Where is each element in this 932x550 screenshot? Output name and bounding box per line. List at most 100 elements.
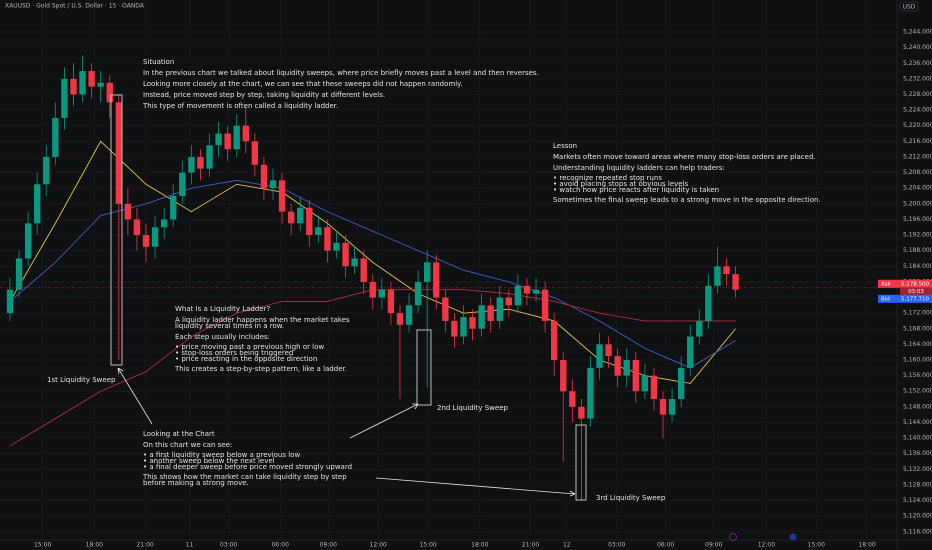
y-tick-label: 5,224.000 — [903, 107, 932, 114]
arrow-head — [117, 367, 124, 375]
candle-body — [106, 82, 113, 103]
y-tick-label: 5,128.000 — [903, 481, 932, 488]
candle-body — [614, 356, 621, 376]
candle-body — [260, 164, 268, 189]
candle-body — [623, 360, 630, 376]
x-tick-label: 21:00 — [136, 542, 153, 549]
x-tick-label: 11 — [186, 542, 194, 549]
annotation-text: • watch how price reacts after liquidity… — [553, 186, 719, 194]
y-tick-label: 5,236.000 — [903, 60, 932, 67]
y-tick-label: 5,232.000 — [903, 75, 932, 82]
grid — [0, 0, 897, 540]
candle-body — [396, 313, 404, 325]
x-tick-label: 18:00 — [86, 542, 103, 549]
candles — [6, 55, 739, 501]
price-tag — [878, 279, 932, 288]
candle-body — [70, 78, 77, 95]
y-tick-label: 5,188.000 — [903, 247, 932, 254]
annotation-text: On this chart we can see: — [143, 441, 232, 449]
annotation-text: Looking more closely at the chart, we ca… — [143, 80, 463, 88]
candle-body — [569, 391, 576, 407]
candle-body — [160, 219, 168, 228]
candle-body — [179, 172, 186, 197]
candle-body — [115, 102, 122, 204]
annotations: Situation In the previous chart we talke… — [47, 58, 821, 502]
event-icon[interactable] — [789, 533, 797, 541]
candle-body — [206, 145, 213, 169]
candle-body — [378, 289, 386, 298]
annotation-text: Sometimes the final sweep leads to a str… — [553, 196, 821, 204]
candle-body — [170, 196, 177, 220]
annotation-text: Instead, price moved step by step, takin… — [143, 91, 385, 99]
candle-body — [696, 320, 703, 337]
price-tag — [878, 294, 932, 303]
annotation-text: This type of movement is often called a … — [142, 102, 338, 110]
x-tick-label: 03:00 — [220, 542, 237, 549]
y-tick-label: 5,196.000 — [903, 216, 932, 223]
candle-body — [641, 375, 649, 392]
candle-body — [578, 406, 585, 419]
annotation-text: Markets often move toward areas where ma… — [553, 153, 816, 161]
annotation-text: • a first liquidity sweep below a previo… — [143, 451, 300, 459]
y-tick-label: 5,200.000 — [903, 200, 932, 207]
candle-body — [405, 305, 413, 325]
candle-body — [668, 399, 676, 415]
candle-body — [278, 180, 286, 212]
candle-body — [650, 375, 658, 400]
candle-body — [714, 266, 721, 286]
price-tag-label: 5,178.500 — [901, 281, 929, 287]
candle-body — [242, 125, 249, 142]
y-tick-label: 5,192.000 — [903, 232, 932, 239]
sweep-box — [110, 94, 123, 366]
candle-body — [587, 367, 594, 419]
x-tick-label: 18:00 — [858, 542, 875, 549]
candle-body — [324, 227, 331, 251]
candle-body — [632, 360, 639, 392]
candle-body — [487, 305, 494, 321]
candle-body — [269, 180, 277, 189]
y-tick-label: 5,160.000 — [903, 357, 932, 364]
countdown-box — [900, 287, 932, 295]
y-tick-label: 5,152.000 — [903, 388, 932, 395]
annotation-text: • a final deeper sweep before price move… — [143, 463, 352, 471]
candle-body — [505, 297, 512, 306]
x-tick-label: 12:00 — [758, 542, 775, 549]
sweep-label: 1st Liquidity Sweep — [47, 376, 116, 384]
annotation-text: • avoid placing stops at obvious levels — [553, 180, 689, 188]
annotation-text: This creates a step-by-step pattern, lik… — [174, 365, 347, 373]
currency-box[interactable] — [899, 1, 919, 12]
candle-body — [52, 117, 59, 157]
candle-body — [605, 344, 612, 357]
candle-body — [659, 399, 667, 415]
symbol-title: XAUUSD · Gold Spot / U.S. Dollar · 15 · … — [5, 3, 145, 10]
arrow — [349, 403, 419, 439]
candle-body — [61, 78, 68, 118]
candle-body — [677, 367, 685, 400]
y-tick-label: 5,144.000 — [903, 419, 932, 426]
annotation-shapes — [110, 94, 587, 501]
candle-body — [151, 227, 159, 247]
candle-body — [414, 281, 422, 306]
price-tag-name: Bid — [881, 296, 890, 302]
y-tick-label: 5,136.000 — [903, 450, 932, 457]
y-tick-label: 5,168.000 — [903, 325, 932, 332]
annotation-text: This shows how the market can take liqui… — [142, 473, 347, 481]
candle-body — [333, 242, 340, 251]
annotation-text: • recognize repeated stop runs — [553, 174, 662, 182]
candle-body — [514, 285, 522, 306]
y-tick-label: 5,220.000 — [903, 122, 932, 129]
event-icon[interactable] — [729, 533, 737, 541]
candle-body — [351, 258, 358, 267]
y-tick-label: 5,120.000 — [903, 513, 932, 520]
y-tick-label: 5,184.000 — [903, 263, 932, 270]
candle-body — [34, 184, 41, 224]
x-tick-label: 09:00 — [320, 542, 337, 549]
candle-body — [560, 360, 567, 392]
candle-body — [287, 211, 295, 224]
candle-body — [124, 203, 132, 220]
arrow-head — [412, 403, 419, 410]
candle-body — [433, 262, 440, 298]
y-tick-label: 5,156.000 — [903, 372, 932, 379]
annotation-text: • price moving past a previous high or l… — [175, 343, 324, 351]
